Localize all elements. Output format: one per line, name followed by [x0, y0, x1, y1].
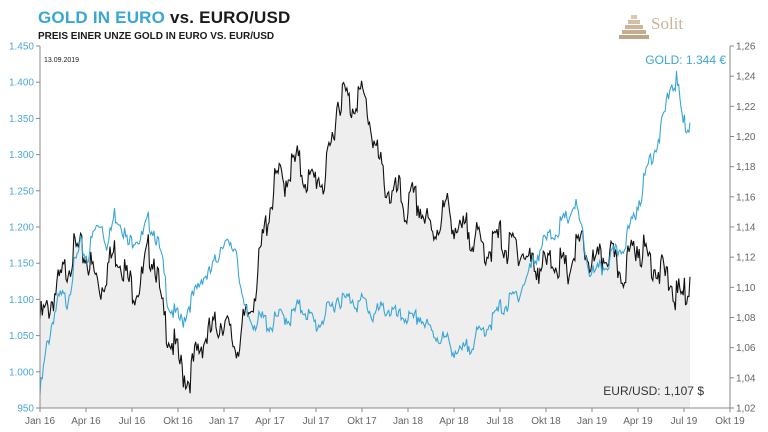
y-left-tick-label: 1.150 — [9, 259, 34, 270]
x-tick-label: Jan 18 — [393, 416, 423, 427]
y-right-tick-label: 1,16 — [736, 192, 756, 203]
y-left-tick-label: 1.100 — [9, 295, 34, 306]
y-left-tick-label: 1.450 — [9, 42, 34, 53]
eurusd-area — [40, 80, 690, 409]
logo-text: Solit — [651, 14, 684, 33]
y-right-tick-label: 1,20 — [736, 132, 756, 143]
x-tick-label: Okt 18 — [531, 416, 561, 427]
y-right-tick-label: 1,02 — [736, 404, 756, 415]
y-right-tick-label: 1,18 — [736, 162, 756, 173]
x-tick-label: Apr 16 — [71, 416, 101, 427]
y-left-tick-label: 1.200 — [9, 223, 34, 234]
chart-title-rest: vs. EURO/USD — [165, 8, 291, 27]
y-left-tick-label: 950 — [17, 404, 34, 415]
eurusd-series-label: EUR/USD: 1,107 $ — [603, 384, 704, 398]
chart-subtitle: PREIS EINER UNZE GOLD IN EURO VS. EUR/US… — [38, 31, 275, 42]
x-tick-label: Jan 19 — [577, 416, 607, 427]
gold-series-label: GOLD: 1.344 € — [645, 53, 726, 67]
y-right-tick-label: 1,26 — [736, 42, 756, 53]
y-right-tick-label: 1,12 — [736, 253, 756, 264]
y-left-tick-label: 1.400 — [9, 78, 34, 89]
chart-title-gold: GOLD IN EURO — [38, 8, 166, 27]
x-tick-label: Jul 19 — [671, 416, 698, 427]
y-left-tick-label: 1.250 — [9, 186, 34, 197]
x-tick-label: Okt 19 — [715, 416, 745, 427]
y-right-tick-label: 1,22 — [736, 102, 756, 113]
y-left-tick-label: 1.050 — [9, 331, 34, 342]
x-tick-label: Jul 16 — [119, 416, 146, 427]
y-right-tick-label: 1,14 — [736, 223, 756, 234]
x-tick-label: Jan 17 — [209, 416, 239, 427]
axis-layer — [36, 45, 734, 412]
y-left-tick-label: 1.300 — [9, 150, 34, 161]
y-right-tick-label: 1,24 — [736, 72, 756, 83]
solit-logo: Solit — [619, 12, 729, 42]
x-tick-label: Apr 18 — [439, 416, 469, 427]
x-tick-label: Jul 17 — [303, 416, 330, 427]
x-tick-label: Jul 18 — [487, 416, 514, 427]
series-eurusd-line — [39, 80, 691, 394]
x-tick-label: Apr 19 — [623, 416, 653, 427]
date-label: 13.09.2019 — [44, 57, 79, 64]
y-right-tick-label: 1,10 — [736, 283, 756, 294]
stepped-pyramid-icon — [619, 15, 649, 39]
series-gold-line — [39, 71, 691, 396]
x-tick-label: Apr 17 — [255, 416, 285, 427]
y-right-tick-label: 1,04 — [736, 373, 756, 384]
line-layer — [39, 71, 691, 396]
area-layer — [40, 80, 690, 409]
x-tick-label: Jan 16 — [25, 416, 55, 427]
tick-layer: Jan 16 Apr 16 Jul 16 Okt 16 Jan 17 Apr 17 Jul … — [9, 42, 756, 428]
x-tick-label: Okt 17 — [347, 416, 377, 427]
y-right-tick-label: 1,06 — [736, 343, 756, 354]
x-tick-label: Okt 16 — [163, 416, 193, 427]
y-right-tick-label: 1,08 — [736, 313, 756, 324]
chart-title: GOLD IN EURO vs. EURO/USD — [38, 8, 291, 28]
y-left-tick-label: 1.000 — [9, 367, 34, 378]
y-left-tick-label: 1.350 — [9, 114, 34, 125]
